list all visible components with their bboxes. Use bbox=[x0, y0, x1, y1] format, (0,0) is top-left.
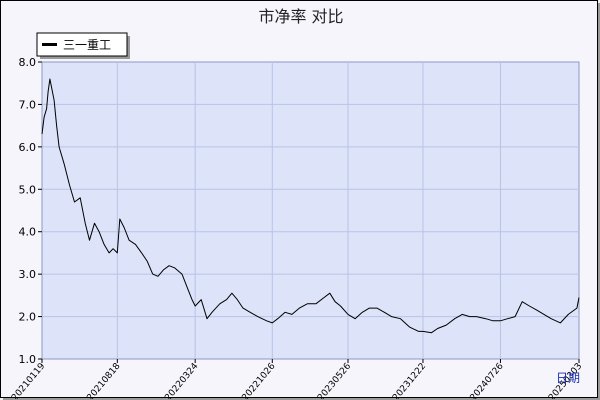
x-tick-label: 20230526 bbox=[316, 361, 353, 399]
x-tick-label: 20220324 bbox=[163, 361, 200, 399]
y-tick-label: 1.0 bbox=[19, 353, 37, 366]
legend-entry: 三一重工 bbox=[63, 38, 111, 52]
y-tick-label: 3.0 bbox=[19, 268, 37, 281]
legend-box bbox=[36, 32, 128, 57]
series-line bbox=[41, 78, 580, 334]
y-tick-label: 6.0 bbox=[19, 141, 37, 154]
y-tick-label: 2.0 bbox=[19, 311, 37, 324]
y-tick-label: 4.0 bbox=[19, 226, 37, 239]
y-tick-label: 8.0 bbox=[19, 56, 37, 69]
x-tick-label: 20210119 bbox=[10, 361, 47, 399]
series-lines bbox=[41, 78, 580, 334]
plot-area bbox=[41, 61, 580, 360]
legend: 三一重工 bbox=[36, 32, 130, 59]
y-tick-label: 5.0 bbox=[19, 183, 37, 196]
chart-title: 市净率 对比 bbox=[258, 7, 343, 26]
x-tick-label: 20231222 bbox=[391, 362, 428, 399]
x-tick-label: 20221026 bbox=[240, 361, 277, 399]
x-axis-label: 日期 bbox=[556, 371, 580, 385]
x-axis: 20210119 20210818 20220324 20221026 20230526… bbox=[10, 359, 584, 399]
grid bbox=[42, 62, 579, 359]
x-tick-label: 20240726 bbox=[469, 361, 506, 399]
y-tick-label: 7.0 bbox=[19, 98, 37, 111]
x-tick-label: 20210818 bbox=[86, 361, 123, 399]
y-axis: 1.0 2.0 3.0 4.0 5.0 6.0 7.0 8.0 bbox=[19, 56, 42, 366]
